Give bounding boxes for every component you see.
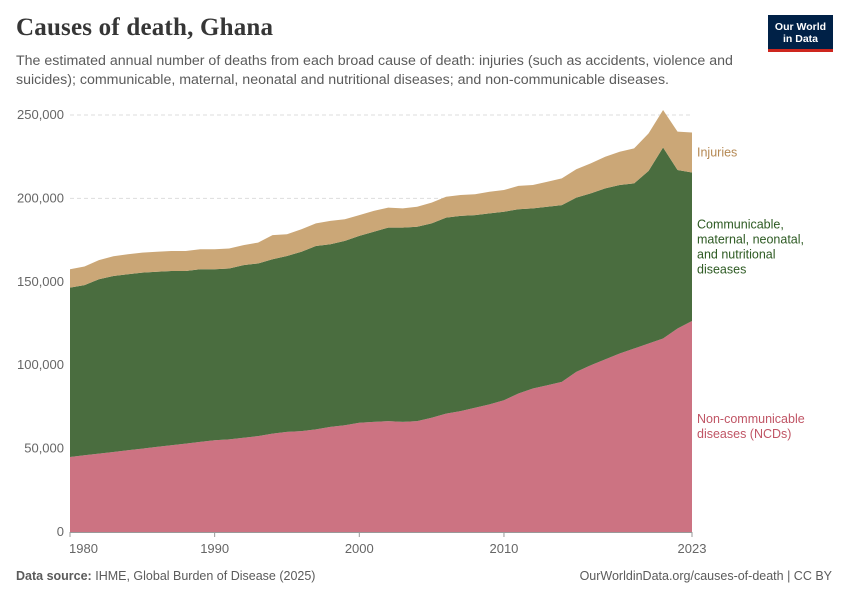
chart-title: Causes of death, Ghana (16, 14, 274, 41)
series-label-line: Non-communicable (697, 412, 805, 426)
series-label-line: Injuries (697, 146, 737, 160)
label-injuries: Injuries (697, 146, 737, 160)
series-label-line: and nutritional (697, 247, 776, 261)
footer-url[interactable]: OurWorldinData.org/causes-of-death | CC … (579, 569, 832, 583)
area-ncd (70, 321, 692, 532)
series-labels: Non-communicable diseases (NCDs) Communica… (697, 146, 805, 441)
x-tick-label: 1990 (200, 541, 229, 556)
footer-source-label: Data source: (16, 569, 92, 583)
series-label-line: maternal, neonatal, (697, 232, 804, 246)
y-tick-label: 50,000 (24, 441, 64, 456)
logo-line-1: Our World (774, 21, 827, 33)
footer-source: Data source: IHME, Global Burden of Dise… (16, 569, 315, 583)
area-communicable (70, 147, 692, 457)
x-tick-label: 1980 (69, 541, 98, 556)
x-tick-label: 2000 (345, 541, 374, 556)
y-tick-label: 100,000 (17, 357, 64, 372)
series-label-line: diseases (NCDs) (697, 427, 791, 441)
stacked-areas (70, 110, 692, 532)
logo-line-2: in Data (782, 33, 818, 45)
x-tick-label: 2023 (678, 541, 707, 556)
y-tick-label: 200,000 (17, 190, 64, 205)
series-label-line: diseases (697, 262, 746, 276)
y-tick-label: 250,000 (17, 107, 64, 122)
series-label-line: Communicable, (697, 217, 784, 231)
y-axis-ticks: 0 50,000 100,000 150,000 200,000 250,000 (17, 107, 64, 539)
y-tick-label: 150,000 (17, 274, 64, 289)
footer-source-text: IHME, Global Burden of Disease (2025) (95, 569, 316, 583)
label-communicable: Communicable, maternal, neonatal, and nutr… (697, 217, 804, 276)
x-tick-label: 2010 (489, 541, 518, 556)
label-ncd: Non-communicable diseases (NCDs) (697, 412, 805, 441)
y-tick-label: 0 (57, 524, 64, 539)
x-axis-ticks: 1980 1990 2000 2010 2023 (69, 532, 706, 556)
chart-subtitle: The estimated annual number of deaths fr… (16, 53, 733, 88)
owid-logo[interactable]: Our World in Data (768, 15, 833, 52)
area-injuries (70, 110, 692, 288)
